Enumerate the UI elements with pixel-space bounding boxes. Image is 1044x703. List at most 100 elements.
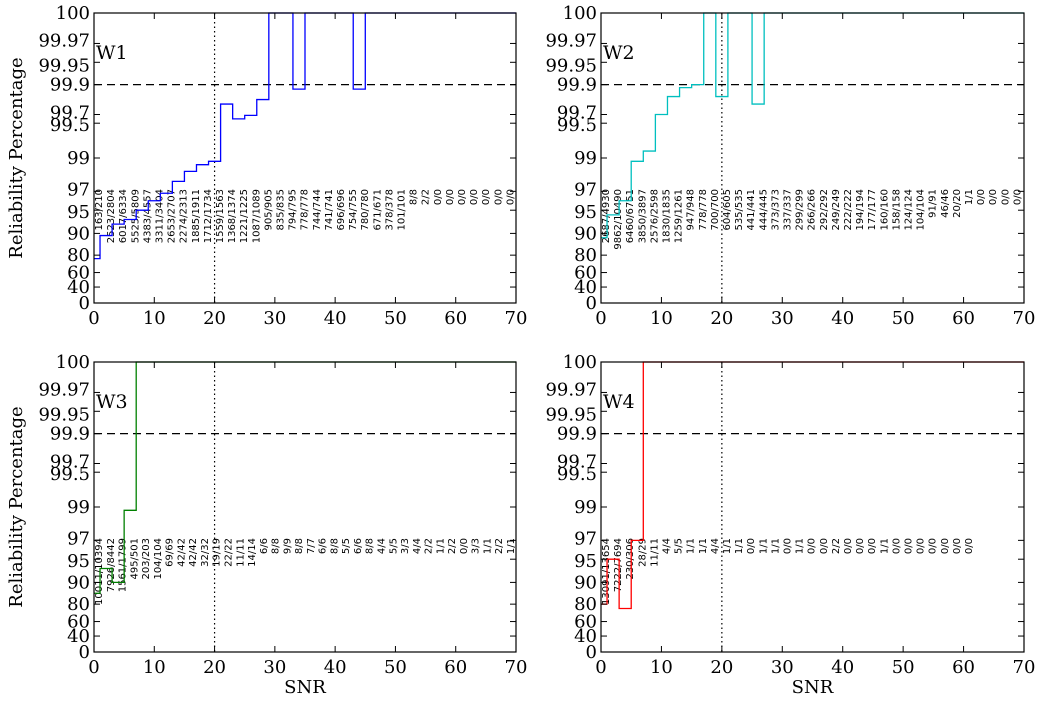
w1-y-tick-label: 99 [67, 148, 90, 169]
w1-count-label: 741/741 [324, 189, 335, 231]
w3-count-label: 6/6 [353, 538, 364, 554]
w4-count-label: 0/0 [867, 538, 878, 554]
w3-count-label: 203/203 [141, 538, 152, 580]
w2-count-label: 160/160 [879, 189, 890, 231]
w3-count-label: 5/5 [341, 538, 352, 554]
w1-count-label: 2/2 [421, 189, 432, 205]
w3-count-label: 14/14 [247, 538, 258, 567]
w1-count-label: 0/0 [469, 189, 480, 205]
w3-y-tick-label: 97 [67, 528, 90, 549]
w3-x-axis-label: SNR [284, 677, 326, 698]
w3-x-tick-label: 40 [324, 657, 347, 678]
w3-count-label: 8/8 [294, 538, 305, 554]
w4-y-tick-label: 95 [574, 551, 597, 572]
w3-x-tick-label: 50 [384, 657, 407, 678]
w2-y-tick-label: 99.7 [557, 103, 597, 124]
w2-count-label: 0/0 [988, 189, 999, 205]
w3-count-label: 9/9 [282, 538, 293, 554]
w4-y-tick-label: 99 [574, 497, 597, 518]
w2-y-tick-label: 40 [574, 277, 597, 298]
w2-y-tick-label: 99.97 [545, 30, 597, 51]
w1-count-label: 0/0 [457, 189, 468, 205]
w1-x-tick-label: 70 [505, 308, 528, 329]
w2-y-tick-label: 95 [574, 202, 597, 223]
w3-y-tick-label: 99.97 [38, 379, 90, 400]
w3-count-label: 7/7 [306, 538, 317, 554]
w4-count-label: 4/4 [662, 538, 673, 554]
w1-x-tick-label: 30 [263, 308, 286, 329]
w1-y-tick-label: 99.97 [38, 30, 90, 51]
w3-count-label: 6/6 [318, 538, 329, 554]
w3-count-label: 2/2 [494, 538, 505, 554]
w3-count-label: 104/104 [153, 538, 164, 580]
w1-y-tick-label: 0 [79, 293, 90, 314]
w3-count-label: 2/2 [447, 538, 458, 554]
w3-count-label: 4/4 [412, 538, 423, 554]
w2-count-label: 0/0 [1000, 189, 1011, 205]
w2-count-label: 9862/10490 [613, 189, 624, 250]
w2-y-tick-label: 99.9 [557, 75, 597, 96]
w1-y-tick-label: 99.95 [38, 55, 90, 76]
w4-x-tick-label: 40 [831, 657, 854, 678]
w4-y-tick-label: 0 [586, 642, 597, 663]
w1-count-label: 835/835 [276, 189, 287, 231]
w2-count-label: 222/222 [843, 189, 854, 231]
w2-y-tick-label: 90 [574, 223, 597, 244]
w4-count-label: 0/0 [855, 538, 866, 554]
w1-y-tick-label: 90 [67, 223, 90, 244]
w3-count-label: 2/2 [424, 538, 435, 554]
w2-panel-label: W2 [603, 42, 635, 64]
w2-y-tick-label: 99.5 [557, 115, 597, 136]
w2-count-label: 104/104 [916, 189, 927, 231]
w4-count-label: 0/0 [891, 538, 902, 554]
w4-count-label: 1/1 [686, 538, 697, 554]
w2-count-label: 20/20 [952, 189, 963, 218]
w4-count-label: 1/1 [770, 538, 781, 554]
w2-count-label: 177/177 [867, 189, 878, 231]
w2-count-label: 1830/1835 [662, 189, 673, 243]
w4-count-label: 5/5 [674, 538, 685, 554]
w2-y-tick-label: 60 [574, 263, 597, 284]
w2-count-label: 249/249 [831, 189, 842, 231]
w1-count-label: 8/8 [409, 189, 420, 205]
w1-count-label: 0/0 [493, 189, 504, 205]
w1-y-axis-label: Reliability Percentage [6, 57, 27, 258]
w2-count-label: 194/194 [855, 189, 866, 231]
w4-count-label: 1/1 [698, 538, 709, 554]
w4-plot-frame [600, 361, 1025, 653]
w3-count-label: 0/0 [459, 538, 470, 554]
w2-count-label: 0/0 [1012, 189, 1023, 205]
w3-count-label: 5/5 [388, 538, 399, 554]
w1-count-label: 0/0 [445, 189, 456, 205]
w3-count-label: 42/42 [176, 538, 187, 567]
w1-y-tick-label: 40 [67, 277, 90, 298]
w2-count-label: 6460/6751 [625, 189, 636, 243]
w3-count-label: 22/22 [223, 538, 234, 567]
w4-count-label: 0/0 [928, 538, 939, 554]
w2-x-tick-label: 60 [952, 308, 975, 329]
w2-count-label: 124/124 [904, 189, 915, 231]
w4-series-line [601, 361, 1024, 610]
w1-count-label: 2523/2804 [106, 189, 117, 243]
w4-panel-label: W4 [603, 391, 635, 413]
w2-count-label: 604/605 [722, 189, 733, 231]
w2-count-label: 1/1 [964, 189, 975, 205]
w3-count-label: 32/32 [200, 538, 211, 567]
w1-x-tick-label: 50 [384, 308, 407, 329]
w3-count-label: 6/6 [259, 538, 270, 554]
w3-count-label: 1561/1799 [118, 538, 129, 592]
w4-x-tick-label: 20 [710, 657, 733, 678]
w1-count-label: 0/0 [481, 189, 492, 205]
w3-count-label: 69/69 [165, 538, 176, 567]
w1-y-tick-label: 80 [67, 245, 90, 266]
w1-x-tick-label: 40 [324, 308, 347, 329]
w4-count-label: 0/0 [904, 538, 915, 554]
w3-count-label: 3/3 [400, 538, 411, 554]
w2-count-label: 535/535 [734, 189, 745, 231]
w4-count-label: 0/0 [807, 538, 818, 554]
w2-y-tick-label: 99.95 [545, 55, 597, 76]
w1-x-tick-label: 10 [143, 308, 166, 329]
w2-x-tick-label: 70 [1013, 308, 1036, 329]
w3-count-label: 495/501 [129, 538, 140, 580]
